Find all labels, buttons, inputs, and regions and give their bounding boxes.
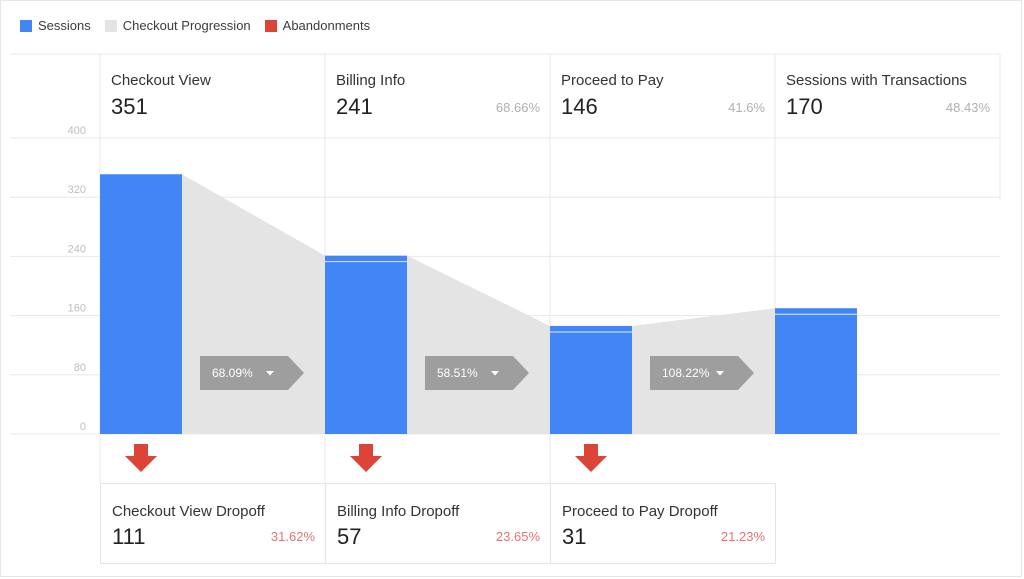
step-header-checkout-view: Checkout View 351 <box>100 54 325 138</box>
bar-billing-info <box>325 255 407 434</box>
chevron-down-icon <box>266 371 274 376</box>
dropoff-value: 57 <box>337 524 362 549</box>
legend-swatch-sessions <box>20 19 32 32</box>
progression-flow-1 <box>407 255 550 434</box>
legend-item-checkout-progression[interactable]: Checkout Progression <box>104 18 251 33</box>
dropoff-value: 111 <box>112 524 146 549</box>
dropoff-name: Proceed to Pay Dropoff <box>562 503 718 520</box>
y-tick-label: 320 <box>68 184 86 196</box>
conversion-rate-label: 58.51% <box>437 366 478 380</box>
step-percent: 41.6% <box>728 100 765 115</box>
step-percent: 68.66% <box>495 100 540 115</box>
step-value: 170 <box>786 94 823 119</box>
abandonment-arrow-icon <box>350 444 382 472</box>
conversion-rate-tag-1 <box>425 356 529 390</box>
legend-item-abandonments[interactable]: Abandonments <box>264 18 371 33</box>
dropoff-box-billing-info[interactable]: Billing Info Dropoff 57 23.65% <box>325 483 551 564</box>
legend-swatch-checkout-progression <box>104 19 117 32</box>
y-tick-label: 160 <box>68 303 86 315</box>
step-name: Billing Info <box>336 72 406 89</box>
step-name: Proceed to Pay <box>561 72 664 89</box>
conversion-rate-tag-2 <box>650 356 754 390</box>
step-header-proceed-to-pay: Proceed to Pay 146 41.6% <box>550 54 775 138</box>
conversion-rate-label: 108.22% <box>662 366 710 380</box>
dropoff-value: 31 <box>562 524 587 549</box>
legend-label-abandonments: Abandonments <box>282 18 371 33</box>
y-tick-label: 400 <box>68 125 86 137</box>
abandonment-arrow-icon <box>125 444 157 472</box>
step-header-billing-info: Billing Info 241 68.66% <box>325 54 550 138</box>
step-name: Sessions with Transactions <box>786 72 967 89</box>
dropoff-name: Billing Info Dropoff <box>337 503 460 520</box>
dropoff-percent: 23.65% <box>495 529 540 544</box>
legend-label-sessions: Sessions <box>38 18 91 33</box>
chevron-down-icon <box>491 371 499 376</box>
legend-swatch-abandonments <box>264 19 277 32</box>
chevron-down-icon <box>716 371 724 376</box>
dropoff-percent: 21.23% <box>720 529 765 544</box>
legend-label-checkout-progression: Checkout Progression <box>122 18 251 33</box>
abandonment-arrow-icon <box>575 444 607 472</box>
progression-flow-0 <box>182 174 325 434</box>
step-value: 241 <box>336 94 373 119</box>
step-percent: 48.43% <box>945 100 990 115</box>
step-header-sessions-with-transactions: Sessions with Transactions 170 48.43% <box>775 54 1000 138</box>
step-value: 146 <box>561 94 598 119</box>
conversion-rate-tag-0 <box>200 356 304 390</box>
legend-item-sessions[interactable]: Sessions <box>20 18 91 33</box>
bar-sessions-with-transactions <box>775 308 857 434</box>
legend: Sessions Checkout Progression Abandonmen… <box>20 18 370 33</box>
y-tick-label: 240 <box>68 243 86 255</box>
dropoff-box-proceed-to-pay[interactable]: Proceed to Pay Dropoff 31 21.23% <box>550 483 776 564</box>
step-value: 351 <box>111 94 148 119</box>
dropoff-percent: 31.62% <box>270 529 315 544</box>
dropoff-box-checkout-view[interactable]: Checkout View Dropoff 111 31.62% <box>100 483 326 564</box>
y-tick-label: 0 <box>80 421 86 433</box>
y-tick-label: 80 <box>74 362 86 374</box>
step-name: Checkout View <box>111 72 211 89</box>
dropoff-name: Checkout View Dropoff <box>112 503 265 520</box>
conversion-rate-label: 68.09% <box>212 366 253 380</box>
bar-checkout-view <box>100 174 182 434</box>
bar-proceed-to-pay <box>550 325 632 434</box>
